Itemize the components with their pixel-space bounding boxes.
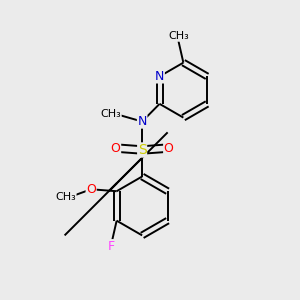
- Text: S: S: [138, 143, 146, 157]
- Text: CH₃: CH₃: [55, 192, 76, 202]
- Text: CH₃: CH₃: [100, 109, 121, 119]
- Text: O: O: [86, 183, 96, 196]
- Text: CH₃: CH₃: [168, 31, 189, 41]
- Text: N: N: [155, 70, 164, 83]
- Text: O: O: [164, 142, 174, 154]
- Text: F: F: [108, 240, 115, 253]
- Text: O: O: [111, 142, 121, 154]
- Text: N: N: [137, 115, 147, 128]
